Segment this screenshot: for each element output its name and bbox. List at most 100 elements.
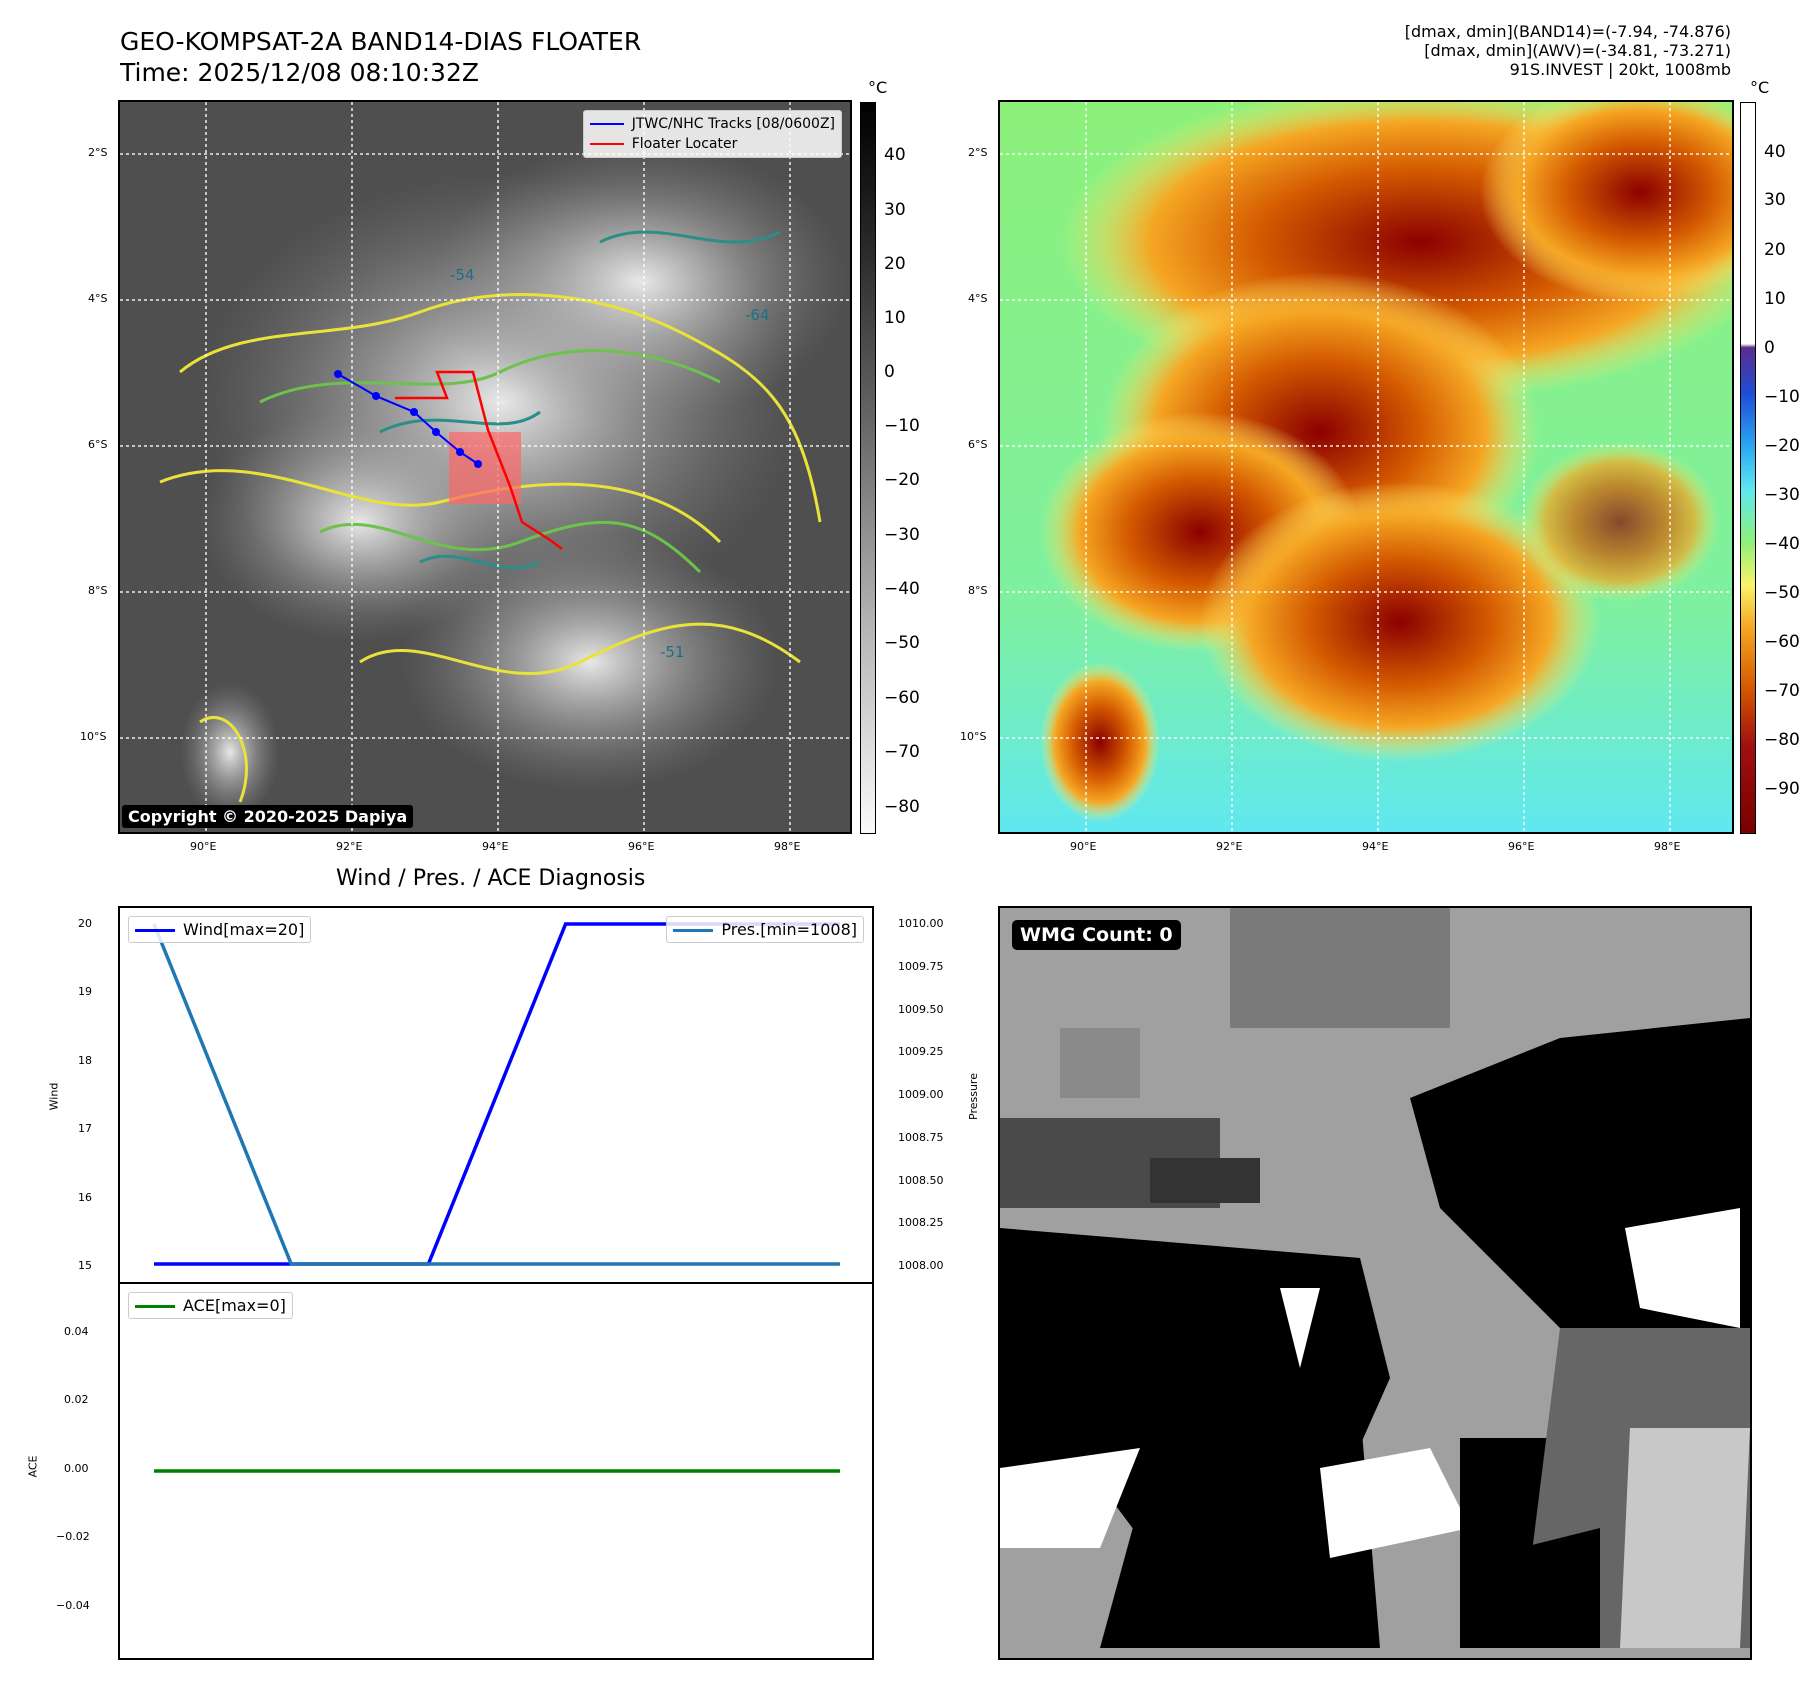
legend-tracks: JTWC/NHC Tracks [08/0600Z] [589,114,835,134]
info-block: [dmax, dmin](BAND14)=(-7.94, -74.876) [d… [1405,22,1731,79]
awv-map-svg [1000,102,1732,832]
lat-label: 2°S [968,146,988,159]
lon-label: 94°E [482,840,509,853]
cbar-tick: −50 [884,633,920,653]
legend-ace: ACE[max=0] [128,1292,293,1319]
track-point [432,428,440,436]
title-line-1: GEO-KOMPSAT-2A BAND14-DIAS FLOATER [120,27,642,56]
pressure-tick: 1009.75 [898,960,944,973]
cbar-tick: 40 [884,145,906,165]
lat-label: 8°S [88,584,108,597]
cbar-tick: −30 [884,525,920,545]
diagnosis-title: Wind / Pres. / ACE Diagnosis [336,866,646,891]
info-line-1: [dmax, dmin](BAND14)=(-7.94, -74.876) [1404,22,1731,41]
lat-label: 6°S [88,438,108,451]
ace-chart: ACE[max=0] [118,1282,874,1660]
legend-wind-label: Wind[max=20] [183,920,305,939]
legend-swatch-blue [589,123,624,125]
legend-ace-label: ACE[max=0] [183,1296,286,1315]
figure-title: GEO-KOMPSAT-2A BAND14-DIAS FLOATER Time:… [120,26,641,88]
lon-label: 96°E [1508,840,1535,853]
colorbar-left-unit: °C [868,78,888,97]
wind-tick: 18 [78,1054,92,1067]
cbar-tick: −80 [884,797,920,817]
cbar-tick: −20 [1764,436,1800,456]
legend-swatch-ace [135,1305,175,1308]
wind-series-line [154,922,840,1266]
track-point [456,448,464,456]
track-point [334,370,342,378]
lon-label: 96°E [628,840,655,853]
track-point [372,392,380,400]
wind-tick: 20 [78,917,92,930]
wmg-svg [1000,908,1750,1658]
legend-pressure-label: Pres.[min=1008] [721,920,857,939]
cbar-tick: −10 [884,416,920,436]
ace-tick: −0.02 [56,1530,90,1543]
wmg-count-badge: WMG Count: 0 [1012,920,1181,950]
wind-tick: 19 [78,985,92,998]
ace-tick: 0.02 [64,1393,89,1406]
track-point [410,408,418,416]
cbar-tick: −70 [884,742,920,762]
wind-pressure-chart: Wind[max=20] Pres.[min=1008] [118,906,874,1284]
wmg-panel: WMG Count: 0 [998,906,1752,1660]
legend-wind: Wind[max=20] [128,916,312,943]
wind-tick: 17 [78,1122,92,1135]
legend-swatch-wind [135,929,175,932]
lon-label: 90°E [1070,840,1097,853]
colorbar-left [860,102,876,834]
legend-floater: Floater Locater [589,134,835,154]
pressure-tick: 1010.00 [898,917,944,930]
colorbar-right [1740,102,1756,834]
awv-map-panel [998,100,1734,834]
cbar-tick: 10 [1764,289,1786,309]
cbar-tick: −10 [1764,387,1800,407]
ace-tick: 0.04 [64,1325,89,1338]
legend-tracks-label: JTWC/NHC Tracks [08/0600Z] [631,116,835,132]
info-line-2: [dmax, dmin](AWV)=(-34.81, -73.271) [1424,41,1731,60]
cbar-tick: 20 [884,254,906,274]
lon-label: 90°E [190,840,217,853]
cbar-tick: −70 [1764,681,1800,701]
ace-tick: −0.04 [56,1599,90,1612]
lat-label: 8°S [968,584,988,597]
pressure-series-line [152,923,840,1266]
info-line-3: 91S.INVEST | 20kt, 1008mb [1509,60,1731,79]
contour-label: -64 [745,306,770,324]
cbar-tick: 30 [884,200,906,220]
wind-tick: 15 [78,1259,92,1272]
pressure-tick: 1008.00 [898,1259,944,1272]
colorbar-right-unit: °C [1750,78,1770,97]
copyright-badge: Copyright © 2020-2025 Dapiya [122,805,414,828]
pressure-tick: 1008.50 [898,1174,944,1187]
legend-pressure: Pres.[min=1008] [666,916,864,943]
cbar-tick: −60 [1764,632,1800,652]
cbar-tick: −80 [1764,730,1800,750]
cbar-tick: 0 [884,362,895,382]
pressure-axis-label: Pressure [966,1073,980,1120]
title-line-2: Time: 2025/12/08 08:10:32Z [120,58,479,87]
wind-pressure-svg [152,922,840,1266]
pressure-tick: 1008.75 [898,1131,944,1144]
lon-label: 98°E [1654,840,1681,853]
pressure-tick: 1009.00 [898,1088,944,1101]
lat-label: 10°S [960,730,987,743]
pressure-tick: 1009.25 [898,1045,944,1058]
lon-label: 98°E [774,840,801,853]
lat-label: 4°S [88,292,108,305]
cbar-tick: −20 [884,470,920,490]
cbar-tick: −90 [1764,779,1800,799]
lon-label: 94°E [1362,840,1389,853]
cbar-tick: 40 [1764,142,1786,162]
cbar-tick: −40 [1764,534,1800,554]
ir-map-panel: -54 -64 -51 [118,100,852,834]
cbar-tick: −30 [1764,485,1800,505]
lat-label: 4°S [968,292,988,305]
lat-label: 10°S [80,730,107,743]
lat-label: 6°S [968,438,988,451]
pressure-tick: 1008.25 [898,1216,944,1229]
wind-tick: 16 [78,1191,92,1204]
legend-floater-label: Floater Locater [631,136,738,152]
floater-locater-line [395,370,563,550]
